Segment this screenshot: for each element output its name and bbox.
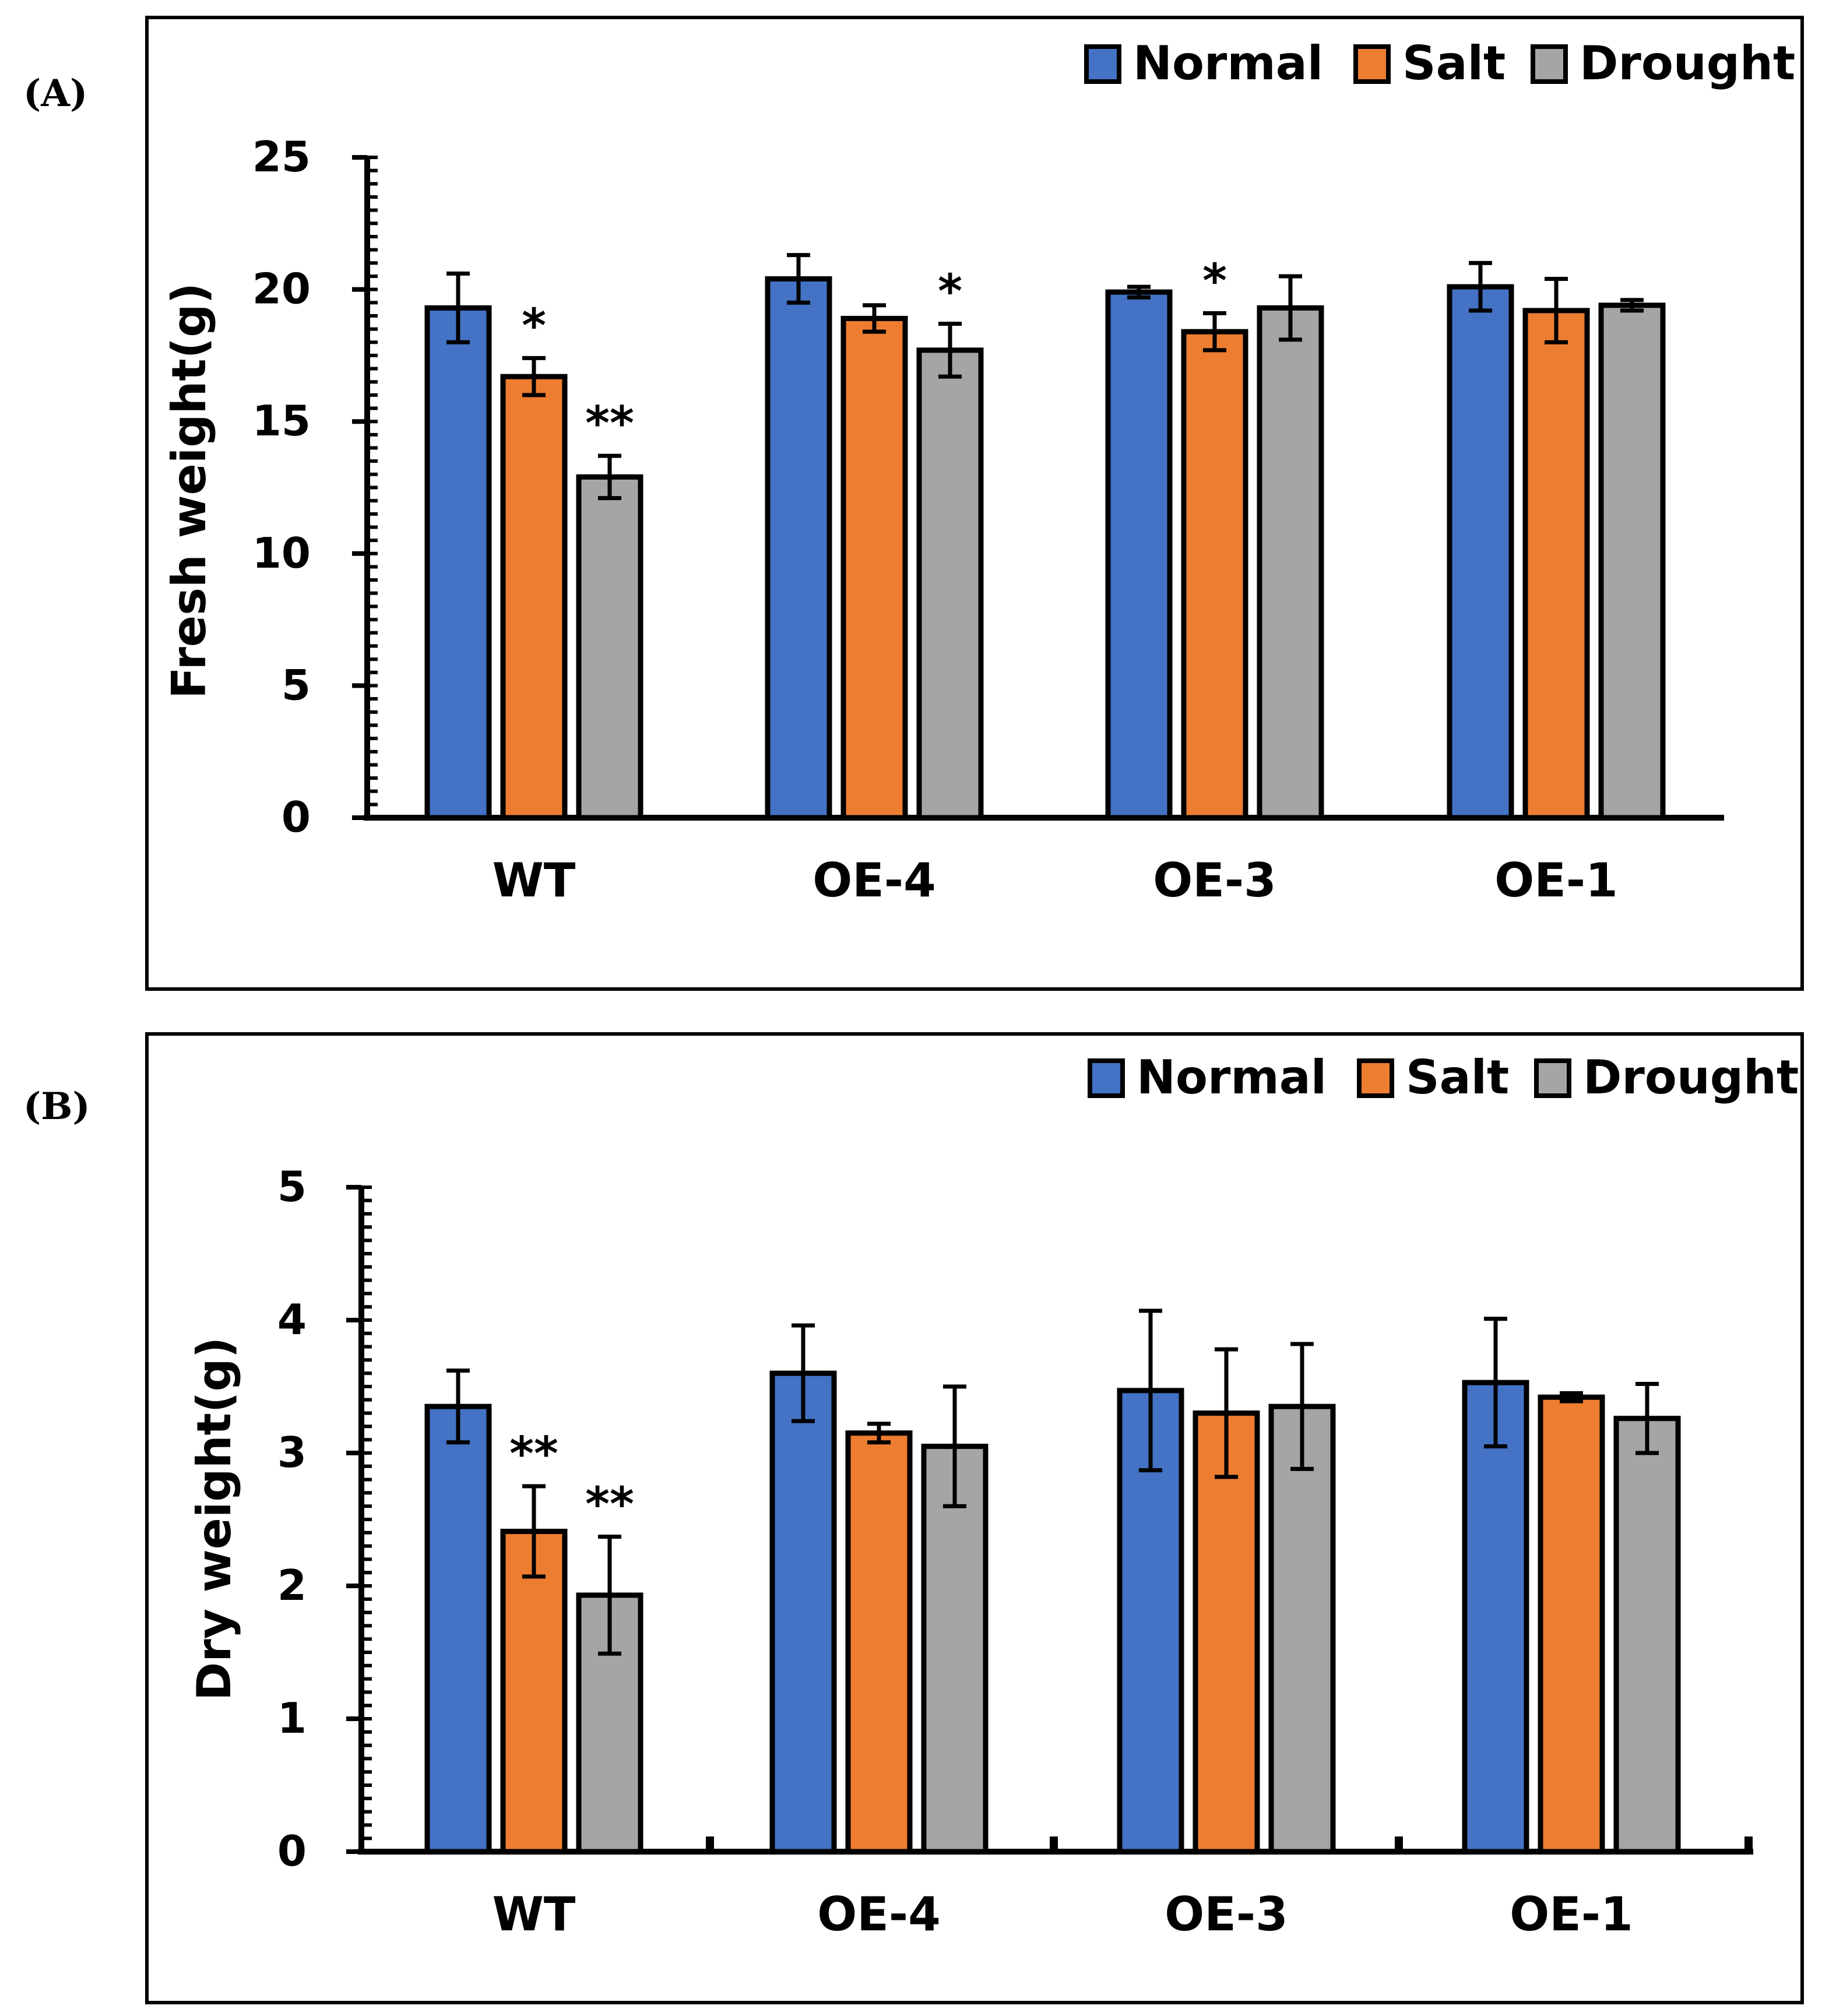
panel-frame (145, 1032, 1804, 2004)
bar-drought (1268, 1403, 1336, 1855)
legend-label-normal: Normal (1133, 36, 1323, 90)
bar-normal (424, 305, 492, 821)
legend-label-salt: Salt (1406, 1050, 1509, 1104)
significance-mark: * (1202, 254, 1227, 308)
bar-normal (1105, 289, 1173, 821)
bar-drought (1257, 305, 1324, 821)
chart-panel-a: (A) 0 5 10 15 20 25 Fresh weight(g) WT OE-4 OE-3 OE… (23, 16, 1804, 991)
legend-label-drought: Drought (1580, 36, 1795, 90)
bar-salt (845, 1430, 913, 1855)
legend-swatch-salt (1357, 1058, 1394, 1098)
legend-label-normal: Normal (1137, 1050, 1327, 1104)
x-category-label: OE-3 (1153, 853, 1276, 907)
y-tick-label: 20 (252, 265, 311, 314)
significance-mark: * (522, 298, 546, 353)
bar-normal (424, 1403, 492, 1855)
y-tick-label: 4 (277, 1295, 307, 1344)
legend-swatch-normal (1084, 44, 1121, 84)
y-tick-label: 0 (277, 1827, 307, 1876)
bar-drought (1598, 302, 1666, 821)
significance-mark: * (938, 265, 962, 319)
bar-salt (1181, 329, 1248, 821)
bar-salt (1522, 308, 1590, 821)
y-tick-label: 0 (282, 793, 311, 842)
y-tick-label: 5 (277, 1162, 307, 1211)
y-tick-label: 5 (282, 660, 311, 709)
x-category-label: OE-1 (1494, 853, 1618, 907)
bar-drought (916, 347, 984, 821)
panel-label: (A) (23, 72, 87, 115)
bar-normal (1447, 284, 1514, 821)
y-tick-label: 10 (252, 529, 311, 578)
legend-swatch-salt (1353, 44, 1391, 84)
x-category-label: WT (493, 1887, 576, 1941)
y-axis-label: Fresh weight(g) (162, 283, 216, 699)
y-tick-label: 25 (252, 132, 311, 181)
legend-swatch-drought (1534, 1058, 1571, 1098)
bar-drought (1613, 1416, 1681, 1855)
bar-normal (765, 276, 832, 821)
significance-mark: ** (509, 1427, 558, 1481)
panel-frame (145, 16, 1804, 991)
y-tick-label: 15 (252, 396, 311, 445)
x-category-label: OE-1 (1510, 1887, 1633, 1941)
x-category-label: OE-4 (817, 1887, 941, 1941)
bar-normal (1462, 1380, 1529, 1855)
y-tick-label: 1 (277, 1694, 307, 1743)
y-tick-label: 3 (277, 1428, 307, 1477)
bar-drought (576, 474, 643, 821)
legend-label-salt: Salt (1402, 36, 1506, 90)
bar-drought (921, 1444, 989, 1855)
legend-swatch-normal (1088, 1058, 1125, 1098)
chart-panel-b: (B) 0 1 2 3 4 5 Dry weight(g) WT OE-4 OE-3 OE-1 ** **… (23, 1032, 1804, 2004)
significance-mark: ** (585, 396, 634, 451)
y-axis-label: Dry weight(g) (187, 1337, 241, 1701)
bar-salt (1538, 1394, 1605, 1855)
bar-salt (840, 315, 908, 821)
legend-swatch-drought (1531, 44, 1568, 84)
bar-salt (500, 1529, 568, 1855)
bar-salt (500, 374, 568, 821)
x-category-label: OE-4 (812, 853, 936, 907)
x-category-label: WT (493, 853, 576, 907)
legend-label-drought: Drought (1583, 1050, 1799, 1104)
panel-label: (B) (23, 1085, 90, 1128)
significance-mark: ** (585, 1477, 634, 1532)
y-tick-label: 2 (277, 1561, 307, 1610)
bar-drought (576, 1592, 643, 1855)
bar-normal (769, 1370, 837, 1855)
x-category-label: OE-3 (1165, 1887, 1288, 1941)
